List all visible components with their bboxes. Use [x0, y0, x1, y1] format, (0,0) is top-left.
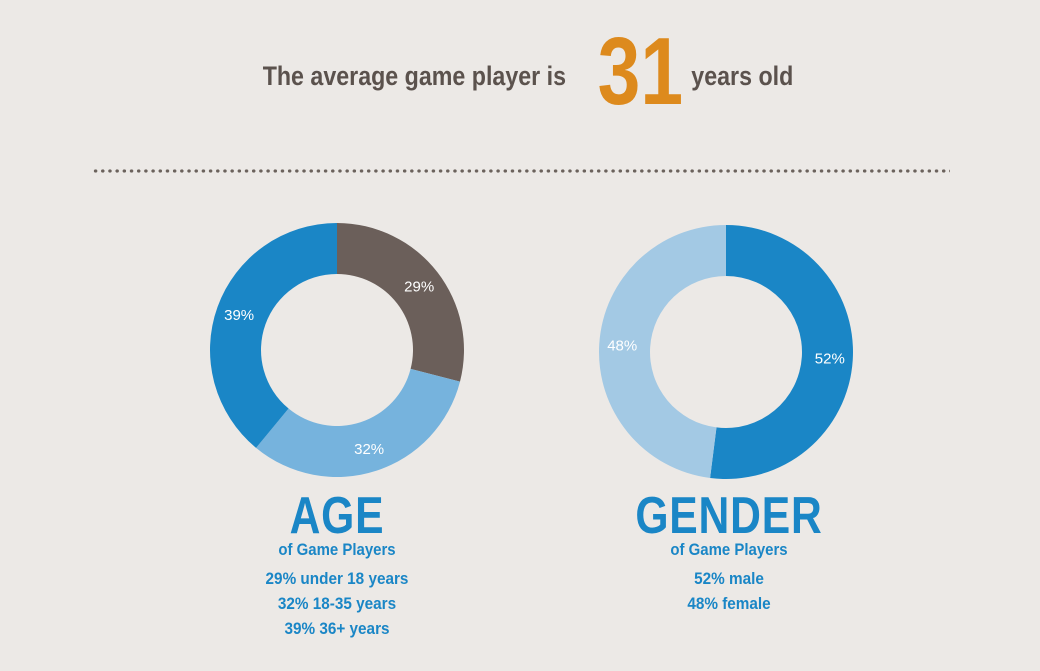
age-slice-label-1: 32%: [354, 441, 384, 458]
age-slice-0: [337, 223, 465, 382]
age-subtitle: of Game Players: [278, 540, 396, 559]
age-lines: 29% under 18 years 32% 18-35 years 39% 3…: [187, 566, 487, 641]
age-slice-label-2: 39%: [224, 307, 254, 324]
age-line: 29% under 18 years: [265, 569, 409, 588]
gender-slice-1: [598, 225, 726, 478]
headline-suffix: years old: [691, 60, 794, 91]
age-slice-label-0: 29%: [404, 278, 434, 295]
gender-lines: 52% male 48% female: [579, 566, 879, 616]
gender-subtitle: of Game Players: [670, 540, 788, 559]
age-line: 39% 36+ years: [284, 619, 390, 638]
gender-line: 52% male: [694, 569, 764, 588]
headline: The average game player is 31 years old: [0, 22, 1040, 122]
gender-line: 48% female: [687, 594, 771, 613]
headline-age-value: 31: [597, 18, 683, 125]
age-legend-block: AGE of Game Players 29% under 18 years 3…: [187, 490, 487, 641]
age-line: 32% 18-35 years: [277, 594, 397, 613]
gender-slice-label-1: 48%: [607, 337, 637, 354]
dotted-divider: [92, 168, 950, 174]
gender-slice-0: [710, 225, 853, 479]
age-title: AGE: [289, 487, 385, 545]
age-slice-1: [256, 368, 461, 478]
gender-slice-label-0: 52%: [815, 351, 845, 368]
age-slice-2: [209, 222, 337, 448]
gender-title: GENDER: [635, 487, 823, 545]
gender-legend-block: GENDER of Game Players 52% male 48% fema…: [579, 490, 879, 616]
headline-prefix: The average game player is: [262, 60, 566, 91]
